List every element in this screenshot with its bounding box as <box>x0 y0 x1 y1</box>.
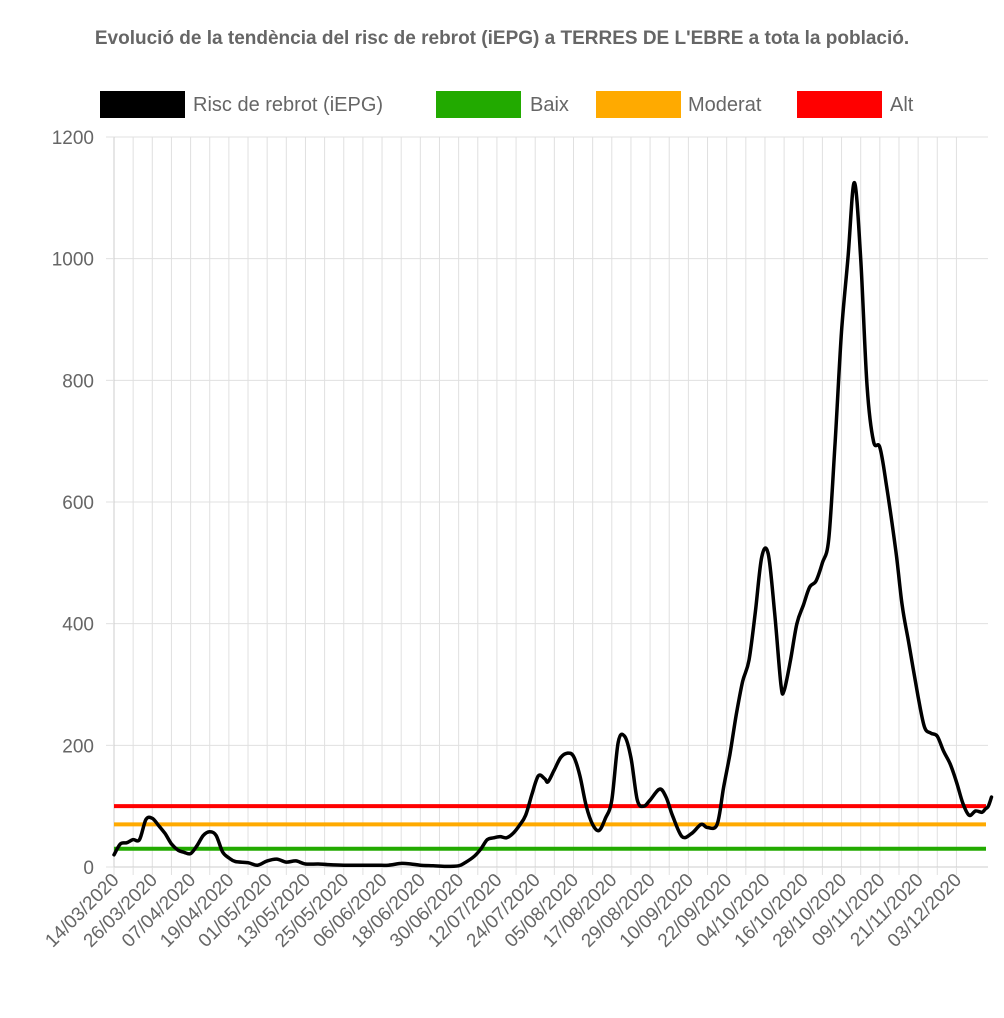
y-tick-label: 1200 <box>52 128 94 149</box>
legend-swatch[interactable] <box>100 91 185 118</box>
y-tick-label: 0 <box>83 858 94 879</box>
y-tick-label: 800 <box>62 371 94 392</box>
legend-swatch[interactable] <box>797 91 882 118</box>
legend-label[interactable]: Baix <box>530 94 569 116</box>
legend-label[interactable]: Alt <box>890 94 914 116</box>
legend-swatch[interactable] <box>436 91 521 118</box>
grid-lines <box>114 136 988 867</box>
legend-label[interactable]: Moderat <box>688 94 762 116</box>
series-line-iepg <box>112 180 994 869</box>
series-lines <box>112 180 994 869</box>
y-tick-label: 600 <box>62 493 94 514</box>
legend-swatch[interactable] <box>596 91 681 118</box>
y-axis-ticks: 0 200 400 600 800 1000 1200 <box>52 128 114 879</box>
y-tick-label: 1000 <box>52 250 94 271</box>
threshold-lines <box>114 804 986 851</box>
legend: Risc de rebrot (iEPG) Baix Moderat Alt <box>100 91 914 118</box>
y-tick-label: 200 <box>62 736 94 757</box>
chart-title: Evolució de la tendència del risc de reb… <box>94 28 910 49</box>
legend-label[interactable]: Risc de rebrot (iEPG) <box>193 94 383 116</box>
y-tick-label: 400 <box>62 615 94 636</box>
x-axis-ticks: 14/03/202026/03/202007/04/202019/04/2020… <box>41 867 966 952</box>
